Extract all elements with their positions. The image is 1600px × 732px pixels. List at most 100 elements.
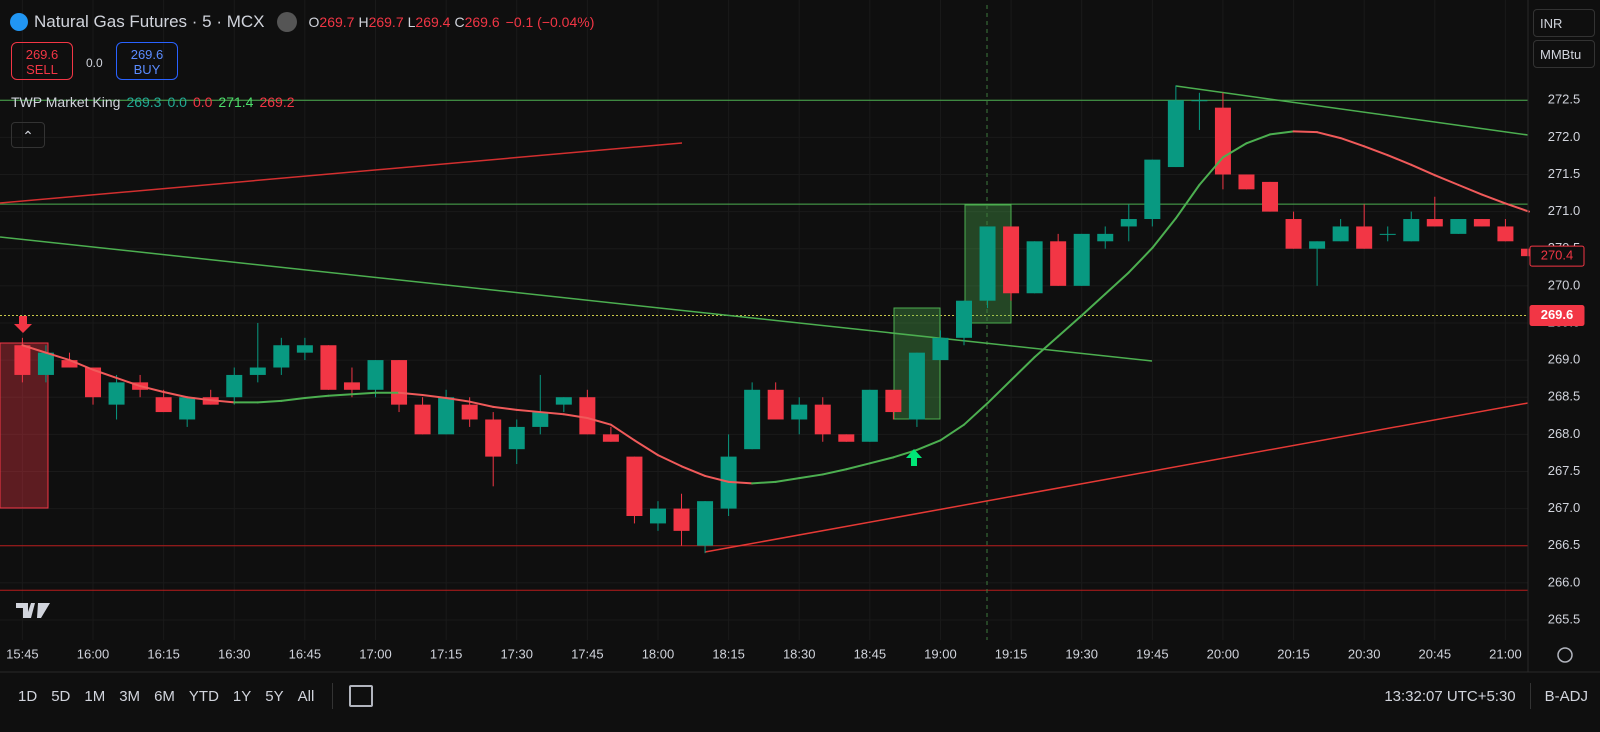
ma-segment: [1104, 271, 1130, 296]
buy-button[interactable]: 269.6 BUY: [116, 42, 178, 80]
adjust-button[interactable]: B-ADJ: [1544, 687, 1588, 705]
indicator-value: 271.4: [218, 94, 254, 110]
candle-body: [1214, 107, 1231, 175]
candle-body: [14, 345, 31, 375]
ma-segment: [327, 393, 353, 397]
range-button[interactable]: All: [297, 687, 315, 705]
trend-line: [1175, 85, 1529, 136]
range-button[interactable]: 5Y: [265, 687, 284, 705]
range-button[interactable]: 1Y: [232, 687, 252, 705]
candle-body: [61, 360, 78, 368]
x-tick-label: 17:15: [430, 646, 463, 661]
candle-body: [508, 426, 525, 450]
candle-body: [579, 397, 596, 435]
range-button[interactable]: 5D: [51, 687, 71, 705]
candle-body: [626, 456, 643, 517]
price-label-box: [1529, 305, 1585, 327]
ma-segment: [1174, 183, 1201, 220]
ma-segment: [1316, 131, 1342, 140]
candle-body: [1379, 233, 1396, 235]
candle-body: [1050, 241, 1067, 286]
ma-segment: [1457, 183, 1483, 196]
x-tick-label: 21:00: [1489, 646, 1522, 661]
candle-body: [343, 382, 360, 390]
candle-body: [367, 360, 384, 390]
range-button[interactable]: 1D: [18, 687, 38, 705]
candle-body: [296, 345, 313, 353]
candle-body: [1191, 100, 1208, 102]
unit-select[interactable]: MMBtu: [1533, 40, 1595, 68]
ma-segment: [186, 396, 212, 402]
ma-segment: [68, 359, 95, 371]
settings-icon[interactable]: [1557, 647, 1573, 663]
indicator-name: TWP Market King: [11, 94, 121, 110]
ma-segment: [256, 399, 283, 404]
y-tick-label: 265.5: [1548, 611, 1581, 626]
currency-select[interactable]: INR: [1533, 9, 1595, 37]
ma-segment: [92, 368, 118, 379]
ohlc-value: 269.6: [464, 14, 500, 30]
candle-body: [602, 434, 619, 442]
trend-line: [0, 142, 683, 204]
range-button[interactable]: 6M: [154, 687, 175, 705]
ma-segment: [1127, 246, 1154, 274]
candle-body: [226, 374, 243, 398]
expand-button[interactable]: ⌃: [11, 122, 45, 148]
x-tick-label: 18:45: [854, 646, 887, 661]
date-range-icon[interactable]: [349, 685, 374, 707]
ma-segment: [303, 394, 330, 399]
x-tick-label: 18:00: [642, 646, 675, 661]
ma-segment: [115, 376, 142, 388]
ma-segment: [1410, 163, 1436, 177]
candle-body: [1238, 174, 1255, 190]
ma-segment: [350, 391, 377, 396]
ma-segment: [1198, 156, 1224, 186]
ohlc-item: L269.4: [408, 14, 451, 30]
range-button[interactable]: 1M: [84, 687, 106, 705]
candle-body: [956, 300, 972, 338]
candle-body: [767, 389, 784, 420]
ma-segment: [704, 474, 730, 483]
range-button[interactable]: YTD: [188, 687, 219, 705]
x-tick-label: 18:15: [712, 646, 745, 661]
sell-label: SELL: [26, 62, 58, 77]
candle-body: [391, 360, 408, 405]
symbol-title: Natural Gas Futures · 5 · MCX: [34, 12, 265, 31]
range-button[interactable]: 3M: [119, 687, 141, 705]
ma-segment: [751, 480, 777, 485]
candle-body: [649, 508, 666, 524]
ma-segment: [1010, 356, 1036, 382]
x-tick-label: 19:00: [924, 646, 957, 661]
x-tick-label: 20:00: [1207, 646, 1240, 661]
candle-body: [108, 382, 125, 405]
buy-price: 269.6: [130, 47, 164, 62]
indicator-value: 0.0: [192, 94, 213, 110]
price-label: 269.6: [1541, 307, 1574, 322]
ma-segment: [492, 405, 518, 411]
ma-segment: [798, 473, 824, 480]
candle-body: [414, 404, 431, 435]
candle-body: [932, 337, 949, 361]
candle-body: [908, 352, 925, 420]
candle-body: [1026, 241, 1043, 294]
buy-arrow: [906, 449, 922, 466]
ma-segment: [586, 417, 612, 426]
ma-segment: [468, 400, 495, 408]
separator: [1529, 683, 1531, 709]
sell-button[interactable]: 269.6 SELL: [11, 42, 73, 80]
ohlc-label: O: [308, 14, 320, 30]
price-label-box: [1529, 245, 1585, 267]
candle-body: [1473, 219, 1490, 227]
candle-body: [1144, 159, 1161, 220]
ma-segment: [609, 423, 636, 442]
x-tick-label: 17:45: [571, 646, 604, 661]
collapse-button[interactable]: [276, 12, 297, 32]
ohlc-item: H269.7: [358, 14, 403, 30]
ohlc-value: 269.7: [319, 14, 355, 30]
ma-segment: [398, 391, 424, 396]
indicator-values: 269.3 0.0 0.0 271.4 269.2: [126, 94, 294, 110]
ma-segment: [1269, 130, 1295, 136]
candle-body: [1309, 241, 1326, 249]
candle-body: [438, 397, 455, 435]
